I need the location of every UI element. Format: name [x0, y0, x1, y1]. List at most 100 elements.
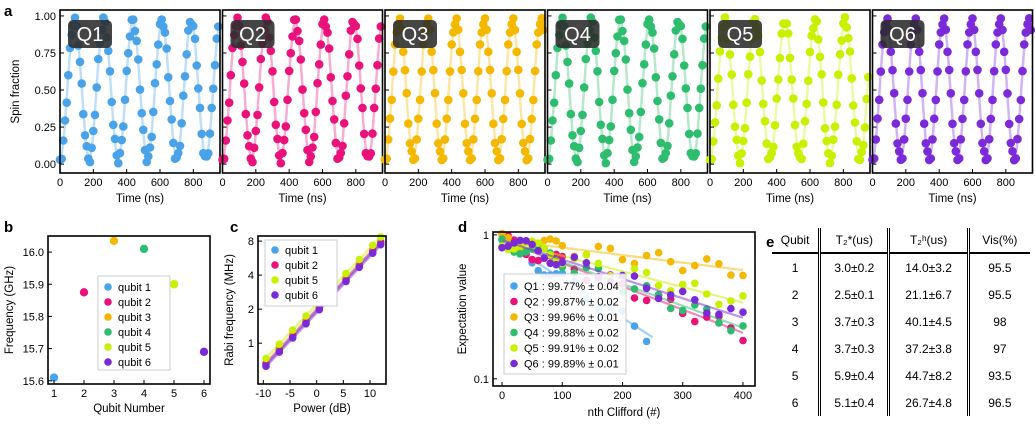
y-tick-label: 15.9: [23, 279, 44, 291]
table-row: 3 3.7±0.3 40.1±4.5 98: [772, 308, 1030, 335]
data-point-q1: [57, 154, 66, 164]
data-point-q1: [175, 141, 185, 151]
data-point: [504, 234, 512, 242]
y-tick-label: 1.00: [35, 11, 56, 23]
data-point-q2: [283, 95, 292, 105]
data-point-q1: [160, 28, 170, 37]
data-point-q1: [117, 135, 126, 145]
x-tick-label: 400: [734, 390, 752, 402]
data-point-q6: [956, 135, 966, 144]
data-point-q1: [214, 22, 223, 31]
data-point-q2: [371, 84, 381, 93]
data-point: [510, 245, 518, 253]
x-tick-label: 400: [442, 177, 460, 189]
data-point-q6: [984, 134, 994, 144]
data-point: [739, 292, 747, 300]
panel-label-c: c: [230, 219, 238, 236]
x-tick-label: 600: [801, 177, 819, 189]
data-point-q1: [77, 79, 86, 88]
x-tick-label: 800: [184, 177, 202, 189]
x-axis-label: Time (ns): [278, 193, 326, 205]
data-point: [355, 263, 364, 272]
data-point-q6: [931, 95, 941, 105]
x-axis-label: Qubit Number: [93, 403, 165, 415]
data-point-q5: [829, 135, 838, 144]
y-tick-label: 0.1: [474, 374, 489, 386]
data-point-q4: [549, 98, 559, 107]
data-point: [342, 277, 350, 286]
data-point-q3: [524, 154, 533, 163]
data-point-q6: [1016, 95, 1026, 105]
data-point-q5: [800, 116, 810, 126]
legend-marker: [271, 261, 279, 269]
data-point: [678, 266, 687, 275]
data-point-q4: [578, 110, 587, 120]
data-point: [642, 268, 651, 277]
panel-label-a: a: [4, 3, 13, 20]
data-point-q1: [75, 57, 85, 67]
data-point-q6: [968, 14, 977, 23]
data-point-q6: [914, 47, 924, 56]
data-point: [642, 296, 651, 305]
data-point-q4: [579, 83, 589, 92]
data-point-q5: [814, 35, 823, 44]
data-point-q6: [898, 154, 907, 163]
data-point-q4: [634, 132, 644, 142]
data-point-q1: [149, 107, 158, 117]
data-point-q2: [269, 97, 279, 107]
data-point-q3: [457, 65, 467, 75]
data-point-q5: [832, 100, 841, 110]
x-tick-label: 400: [280, 177, 298, 189]
data-point-q1: [180, 72, 190, 81]
data-point-q5: [845, 47, 855, 56]
legend-marker: [510, 344, 518, 352]
data-point-q5: [709, 137, 718, 146]
data-point-q2: [254, 83, 264, 92]
data-point-q6: [894, 147, 904, 156]
data-point: [540, 254, 548, 262]
legend-marker: [104, 358, 112, 366]
data-point: [630, 285, 639, 293]
data-point-q6: [918, 88, 927, 98]
data-point-q3: [455, 47, 465, 57]
data-point-q2: [369, 103, 379, 113]
data-point: [630, 294, 639, 302]
table-cell: 3.0±0.2: [819, 253, 891, 281]
data-point-q1: [147, 132, 156, 142]
data-point: [522, 237, 530, 245]
qubit-tag: Q1: [77, 24, 104, 46]
data-point-q4: [596, 120, 606, 130]
data-point: [355, 255, 364, 264]
data-point-q2: [288, 32, 297, 41]
data-point-q5: [785, 53, 795, 63]
data-point: [552, 260, 560, 269]
data-point-q5: [775, 53, 785, 63]
x-tick-label: 600: [151, 177, 169, 189]
data-point-q5: [802, 99, 811, 109]
data-point-q1: [205, 129, 215, 138]
x-tick-label: 0: [382, 177, 388, 189]
table-cell: 37.2±3.8: [888, 335, 970, 362]
x-tick-label: 600: [313, 177, 331, 189]
data-point: [739, 336, 747, 345]
data-point-q6: [961, 67, 971, 76]
data-point-q4: [626, 125, 636, 135]
x-tick-label: 200: [84, 177, 102, 189]
data-point: [275, 340, 284, 349]
data-point-q5: [714, 74, 723, 83]
x-axis-label: nth Clifford (#): [588, 407, 661, 419]
data-point-q3: [492, 147, 502, 156]
data-point-q5: [787, 75, 796, 84]
x-tick-label: 800: [834, 177, 852, 189]
data-point-q5: [847, 74, 856, 83]
data-point-q2: [276, 158, 286, 168]
data-point-q3: [447, 40, 457, 49]
data-point-q5: [715, 47, 725, 56]
data-point-q6: [904, 67, 914, 76]
data-point-q3: [440, 135, 450, 144]
data-point: [504, 242, 512, 250]
data-point-q1: [105, 67, 115, 76]
data-point-q5: [744, 70, 753, 79]
y-tick-label: 16.0: [23, 247, 44, 259]
data-point-q2: [268, 67, 277, 76]
